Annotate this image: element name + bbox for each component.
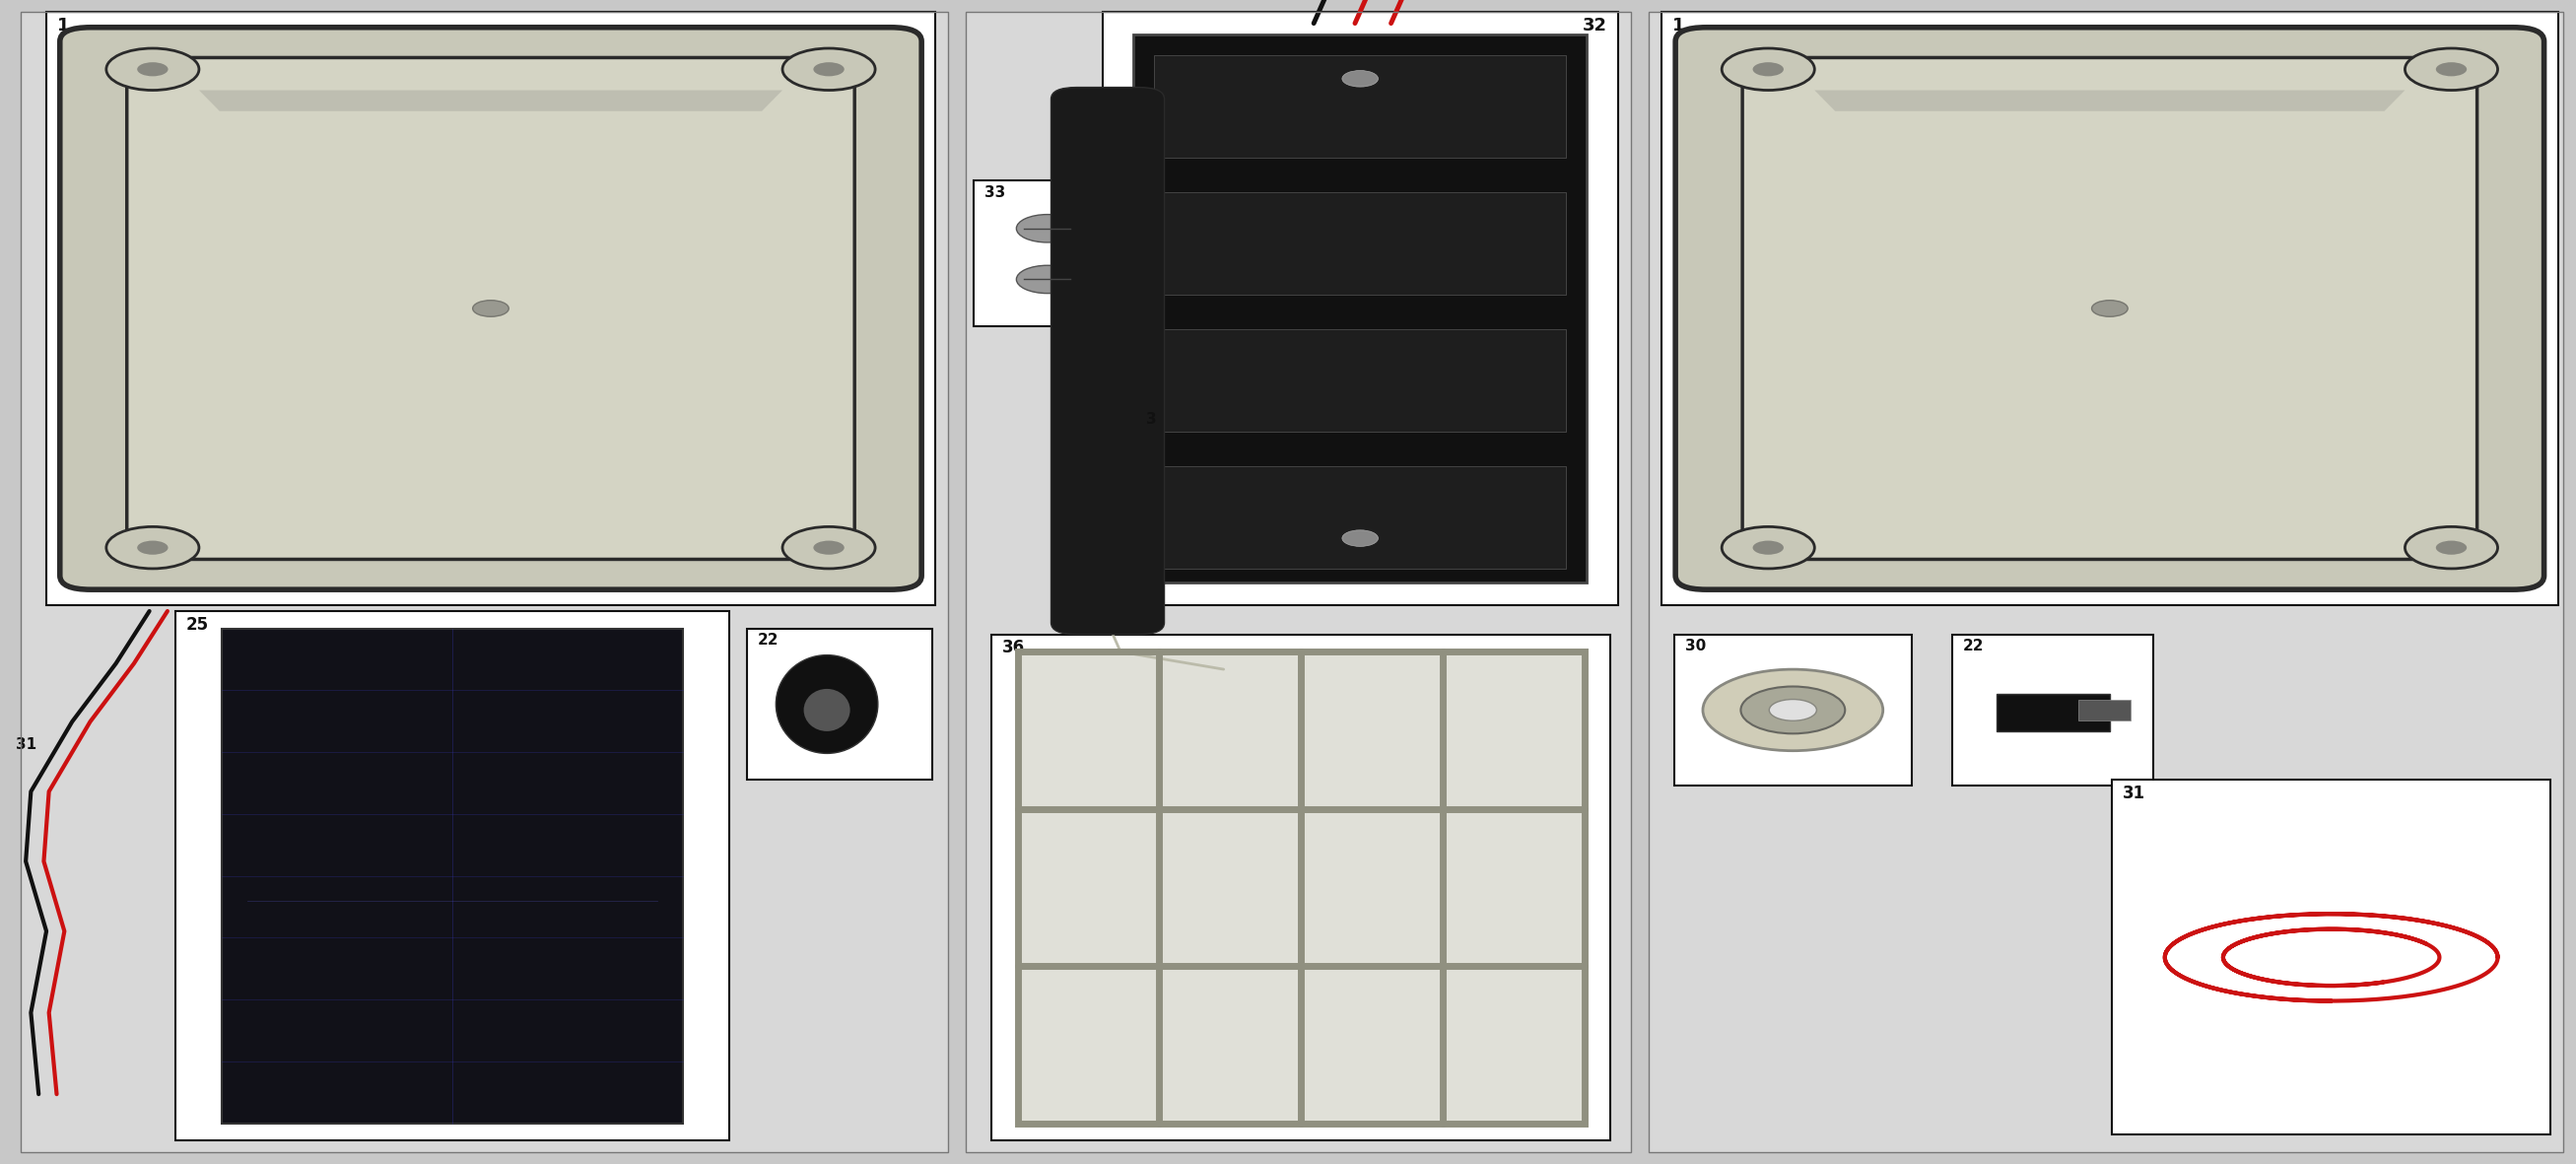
- Circle shape: [106, 526, 198, 569]
- Bar: [1154, 329, 1566, 432]
- Bar: [1018, 652, 1584, 1123]
- Circle shape: [2437, 63, 2468, 77]
- Text: 1: 1: [1672, 16, 1685, 34]
- Bar: [1996, 694, 2110, 731]
- Text: 31: 31: [2123, 785, 2146, 802]
- FancyBboxPatch shape: [1741, 57, 2478, 560]
- Circle shape: [1752, 63, 1783, 77]
- FancyBboxPatch shape: [126, 57, 855, 560]
- Bar: [46, 12, 935, 605]
- Circle shape: [814, 63, 845, 77]
- Bar: [1133, 35, 1587, 582]
- Bar: [1649, 12, 2563, 1152]
- Bar: [1154, 466, 1566, 568]
- Text: 22: 22: [1963, 639, 1984, 654]
- Bar: [21, 12, 948, 1152]
- Circle shape: [106, 49, 198, 91]
- Circle shape: [1721, 49, 1814, 91]
- Bar: [1953, 634, 2154, 786]
- Text: 3: 3: [1146, 412, 1157, 426]
- Bar: [966, 12, 1631, 1152]
- Circle shape: [1752, 540, 1783, 555]
- Text: 32: 32: [1582, 16, 1607, 34]
- Bar: [966, 12, 1631, 1152]
- Circle shape: [2092, 300, 2128, 317]
- Text: 22: 22: [757, 633, 778, 648]
- Ellipse shape: [775, 655, 878, 753]
- Circle shape: [2437, 540, 2468, 555]
- Text: 31: 31: [15, 738, 36, 752]
- Bar: [21, 12, 948, 1152]
- Circle shape: [1018, 265, 1079, 293]
- Bar: [992, 634, 1610, 1141]
- FancyBboxPatch shape: [1674, 28, 2545, 590]
- Bar: [1674, 634, 1911, 786]
- Polygon shape: [1814, 91, 2406, 112]
- Circle shape: [783, 526, 876, 569]
- Bar: [1103, 12, 1618, 605]
- Circle shape: [1342, 530, 1378, 546]
- Bar: [2112, 780, 2550, 1135]
- Bar: [1662, 12, 2558, 605]
- Circle shape: [1703, 669, 1883, 751]
- Bar: [747, 629, 933, 780]
- Bar: [1154, 192, 1566, 294]
- Circle shape: [137, 63, 167, 77]
- Circle shape: [137, 540, 167, 555]
- Circle shape: [1770, 700, 1816, 721]
- Circle shape: [1342, 71, 1378, 87]
- FancyBboxPatch shape: [59, 28, 922, 590]
- Text: 36: 36: [1002, 639, 1025, 656]
- Text: 30: 30: [1685, 639, 1705, 654]
- Circle shape: [2406, 526, 2499, 569]
- Bar: [175, 611, 729, 1141]
- FancyBboxPatch shape: [1051, 87, 1164, 634]
- Circle shape: [1741, 687, 1844, 733]
- Circle shape: [471, 300, 507, 317]
- Ellipse shape: [804, 689, 850, 731]
- Text: 25: 25: [185, 616, 209, 633]
- Bar: [222, 629, 683, 1123]
- Bar: [974, 180, 1149, 326]
- Circle shape: [1018, 214, 1079, 242]
- Circle shape: [814, 540, 845, 555]
- Text: 33: 33: [984, 185, 1005, 200]
- Bar: [2079, 700, 2130, 721]
- Circle shape: [1721, 526, 1814, 569]
- Polygon shape: [198, 91, 783, 112]
- Circle shape: [783, 49, 876, 91]
- Bar: [1018, 652, 1584, 1123]
- Text: 1: 1: [57, 16, 70, 34]
- Circle shape: [2406, 49, 2499, 91]
- Bar: [1649, 12, 2563, 1152]
- Bar: [1154, 56, 1566, 158]
